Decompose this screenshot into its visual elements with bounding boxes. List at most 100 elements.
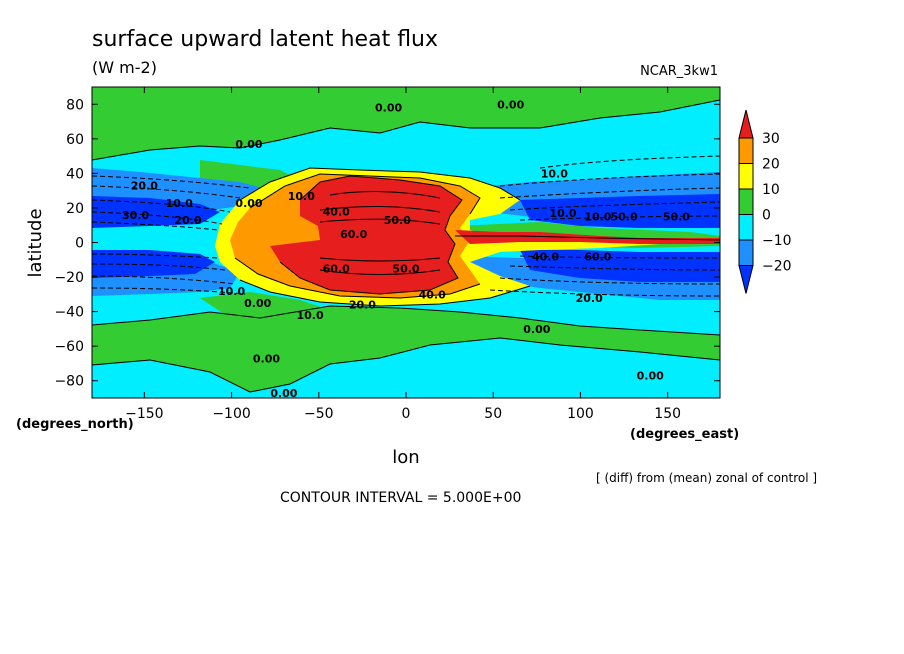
contour-label: 10.0 [549,207,576,220]
negative-contour-lines [92,155,720,297]
x-unit-label: (degrees_east) [630,427,739,442]
negative-contour-9 [92,287,246,295]
contour-line-12 [92,305,720,336]
negative-contour-8 [92,275,236,285]
y-axis-title: latitude [25,208,46,277]
contour-label: 60.0 [323,262,350,275]
field-green-south-mid [200,292,330,320]
contour-line-10 [319,269,441,275]
contour-line-2 [249,173,481,215]
contour-line-8 [319,218,441,225]
negative-contour-13 [519,215,720,221]
contour-label: 40.0 [419,288,446,301]
contour-label: 0.00 [235,197,262,210]
contour-label: 10.0 [288,190,315,203]
contour-label: 30.0 [122,209,149,222]
contour-line-14 [455,235,720,241]
contour-label: 40.0 [323,205,350,218]
y-tick-label: −20 [54,270,84,286]
colorbar-swatch [738,214,754,241]
contour-label: 0.00 [523,323,550,336]
colorbar-swatch [738,188,754,215]
contour-label: 10.0 [296,309,323,322]
x-tick-label: 100 [567,406,594,422]
model-label: NCAR_3kw1 [640,64,718,79]
x-tick-label: 50 [484,406,502,422]
x-tick-label: −100 [212,406,250,422]
contour-label: 10.0 [541,167,568,180]
chart-title: surface upward latent heat flux [92,27,438,52]
negative-contour-5 [92,221,219,231]
contour-label: 50.0 [663,211,690,224]
field-red-east-eq [455,230,720,244]
colorbar-label: −10 [762,233,792,249]
colorbar-swatch [738,239,754,266]
contour-line-4 [239,167,521,201]
negative-contour-18 [539,155,720,169]
x-axis-title: lon [392,447,419,468]
x-tick-label: 0 [402,406,411,422]
contour-label: 50.0 [384,214,411,227]
negative-contour-4 [92,211,223,225]
contour-label: 0.00 [637,370,664,383]
x-tick-label: −150 [125,406,163,422]
contour-label: 10.0 [218,285,245,298]
field-deepblue-north-east [520,194,720,228]
contour-label: 0.00 [244,297,271,310]
field-deepblue-north-west [92,196,220,228]
contour-line-1 [279,175,463,295]
contour-label: 50.0 [610,211,637,224]
contour-label: 0.00 [497,98,524,111]
colorbar-label: 0 [762,208,771,224]
contour-label: 20.0 [576,292,603,305]
y-unit-label: (degrees_north) [16,417,134,432]
y-tick-label: 0 [75,236,84,252]
contour-line-3 [234,257,481,299]
colorbar-swatch [738,163,754,190]
contour-label: 0.00 [253,352,280,365]
negative-contour-6 [92,253,219,259]
colorbar-swatch [738,137,754,164]
y-tick-label: −40 [54,305,84,321]
colorbar: 30 20 10 0 −10 −20 [738,109,792,294]
contour-label: 60.0 [340,228,367,241]
negative-contour-2 [92,185,241,199]
colorbar-label: 10 [762,182,780,198]
contour-label: 20.0 [174,214,201,227]
field-red-core [270,176,462,294]
field-green-north [92,87,720,160]
y-tick-label: −80 [54,374,84,390]
contour-label: 20.0 [131,179,158,192]
y-tick-label: 40 [66,166,84,182]
y-tick-label: −60 [54,339,84,355]
contour-label: 10.0 [166,197,193,210]
y-axis: 80 60 40 20 0 −20 −40 −60 −80 [54,97,720,390]
field-deepblue-south-east [520,250,720,282]
diff-note: [ (diff) from (mean) zonal of control ] [596,471,817,485]
colorbar-label: 30 [762,131,780,147]
y-tick-label: 80 [66,97,84,113]
y-tick-label: 20 [66,201,84,217]
contour-label: 20.0 [349,299,376,312]
colorbar-label: −20 [762,259,792,275]
contour-label: 50.0 [392,262,419,275]
x-tick-label: −50 [304,406,334,422]
contour-label: 0.00 [270,387,297,400]
negative-contour-1 [92,175,251,189]
contour-line-6 [329,191,441,199]
contour-label: 60.0 [584,250,611,263]
field-deepblue-south-west [92,250,215,278]
contour-label: 0.00 [375,102,402,115]
negative-contour-7 [92,263,226,271]
contour-interval: CONTOUR INTERVAL = 5.000E+00 [280,490,521,506]
contour-lines [92,99,720,393]
negative-contour-17 [489,289,720,297]
field-green-south [92,306,720,392]
contour-line-7 [319,205,441,213]
contour-line-11 [92,99,720,161]
contour-line-13 [92,337,720,393]
y-tick-label: 60 [66,132,84,148]
